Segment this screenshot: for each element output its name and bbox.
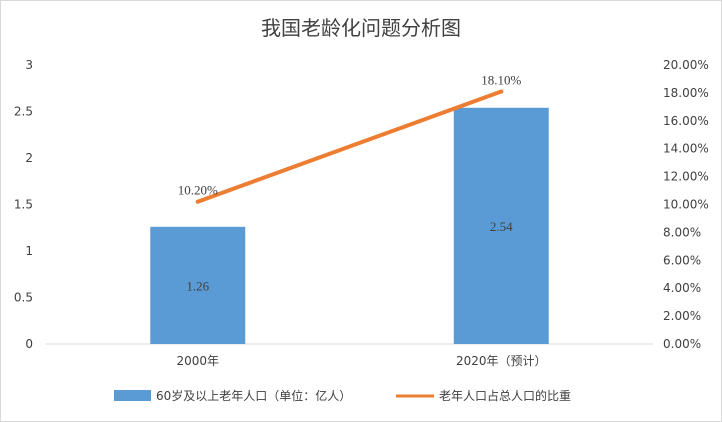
right-axis: 0.00% 2.00% 4.00% 6.00% 8.00% 10.00% 12.00% 14.… [663, 58, 709, 351]
left-tick-label: 1 [25, 244, 33, 258]
category-label: 2000年 [176, 354, 219, 368]
right-tick-label: 0.00% [663, 337, 701, 351]
legend-swatch-bar [114, 390, 151, 401]
line-point [195, 199, 200, 204]
bar [453, 107, 549, 344]
left-axis: 0 0.5 1 1.5 2 2.5 3 [14, 58, 33, 351]
category-labels: 2000年 2020年（预计） [176, 354, 546, 368]
right-tick-label: 12.00% [663, 170, 709, 184]
chart-title: 我国老龄化问题分析图 [261, 16, 461, 40]
right-tick-label: 2.00% [663, 309, 701, 323]
category-label: 2020年（预计） [456, 354, 547, 368]
bar [150, 226, 246, 344]
bar-series: 1.26 2.54 [150, 107, 549, 344]
line-point [499, 89, 504, 94]
right-tick-label: 18.00% [663, 86, 709, 100]
left-tick-label: 2.5 [14, 105, 33, 119]
right-tick-label: 14.00% [663, 142, 709, 156]
line-data-label: 18.10% [481, 73, 521, 88]
left-tick-label: 0 [25, 337, 33, 351]
right-tick-label: 10.00% [663, 198, 709, 212]
right-tick-label: 8.00% [663, 225, 701, 239]
left-tick-label: 2 [25, 151, 33, 165]
line-data-label: 10.20% [178, 183, 218, 198]
bar-data-label: 1.26 [186, 278, 209, 293]
right-tick-label: 16.00% [663, 114, 709, 128]
left-tick-label: 1.5 [14, 198, 33, 212]
right-tick-label: 4.00% [663, 281, 701, 295]
legend: 60岁及以上老年人口（单位：亿人） 老年人口占总人口的比重 [114, 388, 571, 403]
bar-data-label: 2.54 [490, 219, 513, 234]
left-tick-label: 3 [25, 58, 33, 72]
right-tick-label: 20.00% [663, 58, 709, 72]
line-path [195, 89, 504, 204]
left-tick-label: 0.5 [14, 291, 33, 305]
legend-label-bar: 60岁及以上老年人口（单位：亿人） [156, 388, 351, 403]
right-tick-label: 6.00% [663, 253, 701, 267]
legend-label-line: 老年人口占总人口的比重 [439, 388, 571, 403]
line-series: 10.20% 18.10% [178, 73, 521, 204]
